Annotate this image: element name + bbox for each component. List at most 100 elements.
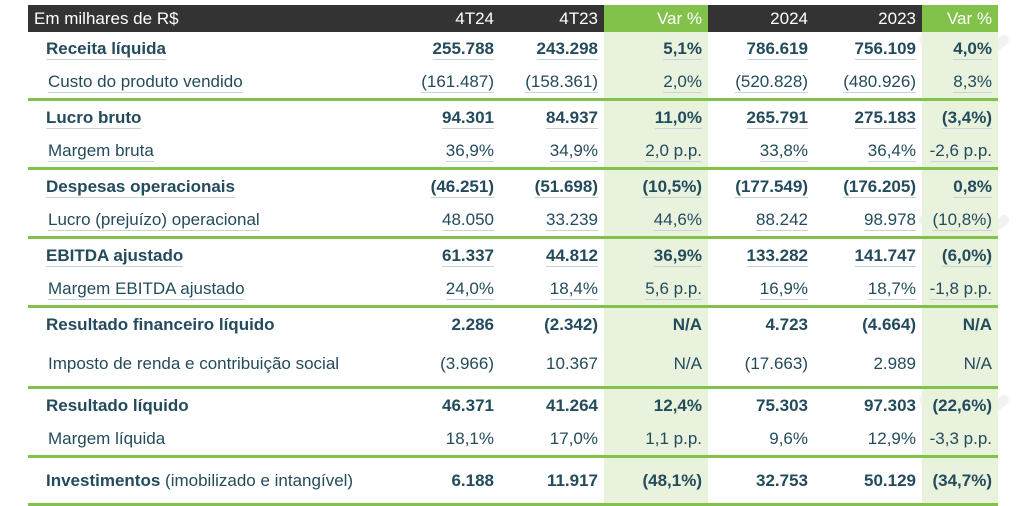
row-label: Margem EBITDA ajustado (48, 278, 245, 300)
cell-value: 265.791 (746, 107, 808, 129)
cell-value: -2,6 p.p. (929, 140, 992, 162)
table-row: Lucro (prejuízo) operacional 48.050 33.2… (28, 203, 998, 238)
table-row: Despesas operacionais (46.251) (51.698) … (28, 167, 998, 203)
cell-value: 36,4% (867, 140, 916, 162)
cell-value: (46.251) (430, 176, 494, 198)
row-label: Investimentos (46, 470, 161, 490)
cell-value: 36,9% (653, 245, 702, 267)
cell-value: 84.937 (546, 107, 598, 129)
cell-value: (158.361) (525, 71, 598, 93)
cell-value: N/A (963, 353, 992, 373)
cell-value: 5,6 p.p. (645, 278, 702, 300)
row-label: Imposto de renda e contribuição social (48, 353, 340, 373)
row-label: Custo do produto vendido (48, 71, 243, 93)
header-col-var-year: Var % (922, 5, 998, 32)
row-label: Receita líquida (46, 38, 166, 60)
cell-value: 46.371 (442, 395, 494, 415)
cell-value: 41.264 (546, 395, 598, 415)
table-header: Em milhares de R$ 4T24 4T23 Var % 2024 2… (28, 5, 998, 32)
header-col-4t24: 4T24 (388, 5, 500, 32)
cell-value: 94.301 (442, 107, 494, 129)
cell-value: 243.298 (536, 38, 598, 60)
cell-value: 11,0% (654, 107, 702, 129)
cell-value: (520.828) (735, 71, 808, 93)
cell-value: 0,8% (953, 176, 992, 198)
cell-value: (480.926) (843, 71, 916, 93)
table-row: Margem líquida 18,1% 17,0% 1,1 p.p. 9,6%… (28, 422, 998, 457)
cell-value: 50.129 (864, 470, 916, 490)
cell-value: 34,9% (549, 140, 598, 162)
row-label: Margem bruta (48, 140, 154, 162)
table-row: Margem EBITDA ajustado 24,0% 18,4% 5,6 p… (28, 272, 998, 307)
row-label-note: (imobilizado e intangível) (165, 470, 354, 490)
cell-value: -3,3 p.p. (929, 428, 992, 448)
cell-value: N/A (672, 314, 702, 334)
cell-value: 4.723 (765, 314, 808, 334)
cell-value: (17.663) (744, 353, 808, 373)
cell-value: (10,8%) (932, 209, 992, 231)
cell-value: 11.917 (546, 470, 598, 490)
header-col-2023: 2023 (814, 5, 922, 32)
row-label: Margem líquida (48, 428, 166, 448)
row-label: EBITDA ajustado (46, 245, 184, 267)
cell-value: 48.050 (442, 209, 494, 231)
cell-value: 18,1% (445, 428, 494, 448)
cell-value: 9,6% (769, 428, 808, 448)
cell-value: 98.978 (864, 209, 916, 231)
cell-value: 16,9% (759, 278, 808, 300)
cell-value: 12,4% (653, 395, 702, 415)
cell-value: 2,0% (663, 71, 702, 93)
table-row: Resultado líquido 46.371 41.264 12,4% 75… (28, 386, 998, 422)
cell-value: 133.282 (746, 245, 808, 267)
cell-value: 12,9% (867, 428, 916, 448)
cell-value: -1,8 p.p. (929, 278, 992, 300)
cell-value: (2.342) (544, 314, 598, 334)
cell-value: 1,1 p.p. (645, 428, 702, 448)
cell-value: 4,0% (953, 38, 992, 60)
cell-value: 24,0% (445, 278, 494, 300)
cell-value: 44.812 (546, 245, 598, 267)
cell-value: (48,1%) (642, 470, 702, 490)
row-label: Lucro (prejuízo) operacional (48, 209, 260, 231)
cell-value: 2,0 p.p. (645, 140, 702, 162)
cell-value: 88.242 (756, 209, 808, 231)
table-row: Lucro bruto 94.301 84.937 11,0% 265.791 … (28, 98, 998, 134)
cell-value: (161.487) (421, 71, 494, 93)
table-row: Margem bruta 36,9% 34,9% 2,0 p.p. 33,8% … (28, 134, 998, 169)
cell-value: 255.788 (432, 38, 494, 60)
cell-value: 32.753 (756, 470, 808, 490)
table-row: Custo do produto vendido (161.487) (158.… (28, 65, 998, 100)
cell-value: (6,0%) (941, 245, 992, 267)
cell-value: (51.698) (534, 176, 598, 198)
row-label: Resultado financeiro líquido (46, 314, 275, 334)
cell-value: 141.747 (854, 245, 916, 267)
cell-value: 75.303 (756, 395, 808, 415)
cell-value: 33.239 (546, 209, 598, 231)
table-row: EBITDA ajustado 61.337 44.812 36,9% 133.… (28, 236, 998, 272)
cell-value: 2.989 (873, 353, 916, 373)
cell-value: 36,9% (445, 140, 494, 162)
cell-value: N/A (962, 314, 992, 334)
financial-table: Em milhares de R$ 4T24 4T23 Var % 2024 2… (28, 5, 998, 506)
header-col-2024: 2024 (708, 5, 814, 32)
cell-value: 33,8% (759, 140, 808, 162)
cell-value: 10.367 (546, 353, 598, 373)
row-label: Lucro bruto (46, 107, 142, 129)
cell-value: (34,7%) (932, 470, 992, 490)
cell-value: 5,1% (663, 38, 702, 60)
table-row: Resultado financeiro líquido 2.286 (2.34… (28, 305, 998, 341)
cell-value: (22,6%) (932, 395, 992, 415)
cell-value: 275.183 (854, 107, 916, 129)
cell-value: 8,3% (953, 71, 992, 93)
cell-value: 18,7% (867, 278, 916, 300)
table-row: Receita líquida 255.788 243.298 5,1% 786… (28, 32, 998, 65)
cell-value: (10,5%) (642, 176, 702, 198)
cell-value: 756.109 (854, 38, 916, 60)
row-label: Resultado líquido (46, 395, 189, 415)
cell-value: 18,4% (549, 278, 598, 300)
cell-value: (3.966) (440, 353, 494, 373)
row-label: Despesas operacionais (46, 176, 235, 198)
cell-value: 2.286 (451, 314, 494, 334)
cell-value: (176.205) (843, 176, 916, 198)
cell-value: (3,4%) (941, 107, 992, 129)
